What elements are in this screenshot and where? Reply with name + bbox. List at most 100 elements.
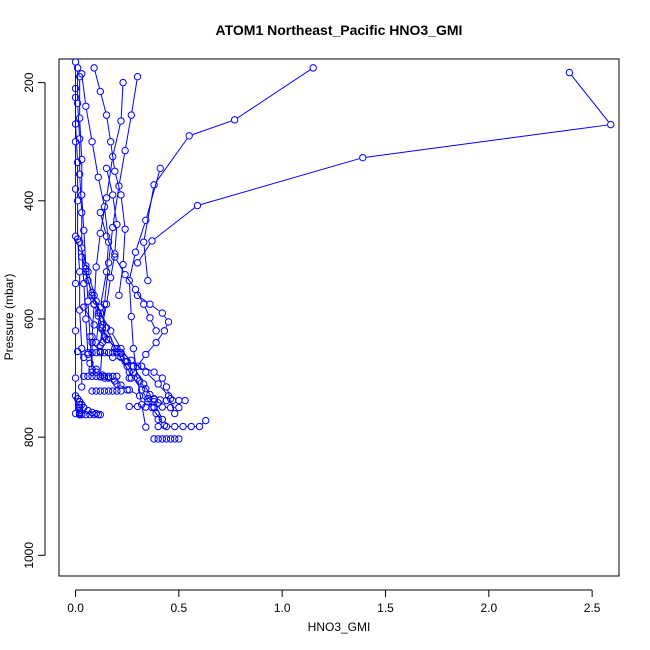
data-point	[154, 422, 162, 431]
data-point	[117, 353, 125, 362]
series-segment	[114, 227, 118, 251]
series-profile	[88, 78, 127, 373]
series-segment	[156, 373, 160, 377]
series-segment	[94, 71, 100, 89]
data-point	[102, 111, 111, 119]
data-point	[117, 191, 125, 199]
series-profile	[88, 387, 125, 395]
data-point	[78, 383, 86, 391]
series-segment	[81, 251, 85, 280]
series-segment	[110, 145, 115, 168]
data-point	[162, 422, 171, 431]
series-segment	[85, 109, 92, 139]
series-segment	[120, 198, 126, 226]
series-segment	[94, 344, 99, 350]
series-segment	[167, 390, 170, 396]
series-segment	[141, 383, 144, 387]
data-point	[142, 384, 150, 393]
series-segment	[79, 121, 83, 156]
data-point	[96, 387, 105, 395]
series-segment	[92, 145, 99, 174]
data-point	[129, 344, 138, 353]
series-segment	[94, 298, 98, 310]
data-point	[150, 403, 158, 411]
data-point	[71, 58, 80, 66]
data-point	[162, 383, 171, 391]
data-point	[158, 374, 167, 382]
data-point	[96, 87, 105, 96]
data-point	[102, 300, 111, 308]
series-profile	[90, 291, 136, 382]
series-segment	[106, 118, 111, 139]
data-point	[84, 406, 92, 415]
plot-data	[71, 58, 615, 443]
data-point	[82, 268, 90, 276]
data-point	[166, 403, 175, 412]
data-point	[90, 291, 98, 300]
data-point	[109, 372, 117, 380]
data-point	[71, 327, 80, 335]
data-point	[100, 203, 109, 211]
series-segment	[112, 198, 117, 221]
data-point	[90, 300, 98, 308]
data-point	[125, 386, 133, 394]
series-segment	[103, 330, 108, 337]
series-segment	[115, 174, 121, 192]
series-segment	[106, 281, 111, 301]
data-point	[111, 250, 119, 258]
data-point	[96, 229, 105, 238]
data-point	[78, 191, 86, 199]
series-segment	[110, 342, 114, 346]
data-point	[111, 377, 119, 385]
data-point	[92, 372, 100, 380]
series-segment	[136, 223, 146, 249]
data-point	[104, 387, 113, 395]
series-segment	[113, 124, 121, 154]
data-point	[142, 423, 150, 431]
data-point	[181, 396, 189, 405]
series-profile	[125, 402, 183, 412]
x-tick-label: 1.5	[377, 601, 394, 615]
y-tick-label: 800	[22, 427, 36, 447]
data-point	[158, 435, 167, 443]
y-tick-label: 200	[22, 72, 36, 92]
x-tick-label: 0.5	[171, 601, 188, 615]
data-point	[102, 194, 111, 202]
data-point	[94, 173, 102, 181]
series-segment	[135, 374, 138, 379]
data-point	[104, 335, 113, 344]
series-profile	[84, 348, 125, 357]
data-point	[175, 435, 183, 443]
data-point	[113, 348, 121, 357]
series-segment	[100, 94, 107, 112]
series-segment	[157, 333, 163, 340]
series-segment	[92, 365, 94, 368]
data-point	[94, 312, 102, 320]
data-point	[140, 238, 148, 246]
data-point	[150, 368, 158, 376]
x-axis: 0.0 0.5 1.0 1.5 2.0 2.5	[67, 589, 601, 615]
series-segment	[120, 86, 124, 118]
data-point	[90, 321, 98, 329]
data-point	[104, 348, 113, 357]
series-profile	[90, 64, 129, 300]
series-segment	[85, 310, 93, 323]
data-point	[113, 387, 121, 395]
data-point	[75, 73, 84, 81]
series-segment	[107, 239, 114, 254]
data-point	[154, 380, 162, 388]
data-point	[175, 403, 183, 412]
series-profile	[78, 70, 113, 347]
data-point	[73, 158, 82, 167]
data-point	[121, 146, 129, 155]
data-point	[88, 372, 96, 380]
series-segment	[571, 75, 609, 123]
series-segment	[125, 118, 132, 148]
x-tick-label: 2.0	[480, 601, 497, 615]
series-profile	[71, 58, 80, 418]
series-segment	[127, 369, 131, 375]
data-point	[144, 276, 152, 285]
data-point	[71, 93, 80, 102]
